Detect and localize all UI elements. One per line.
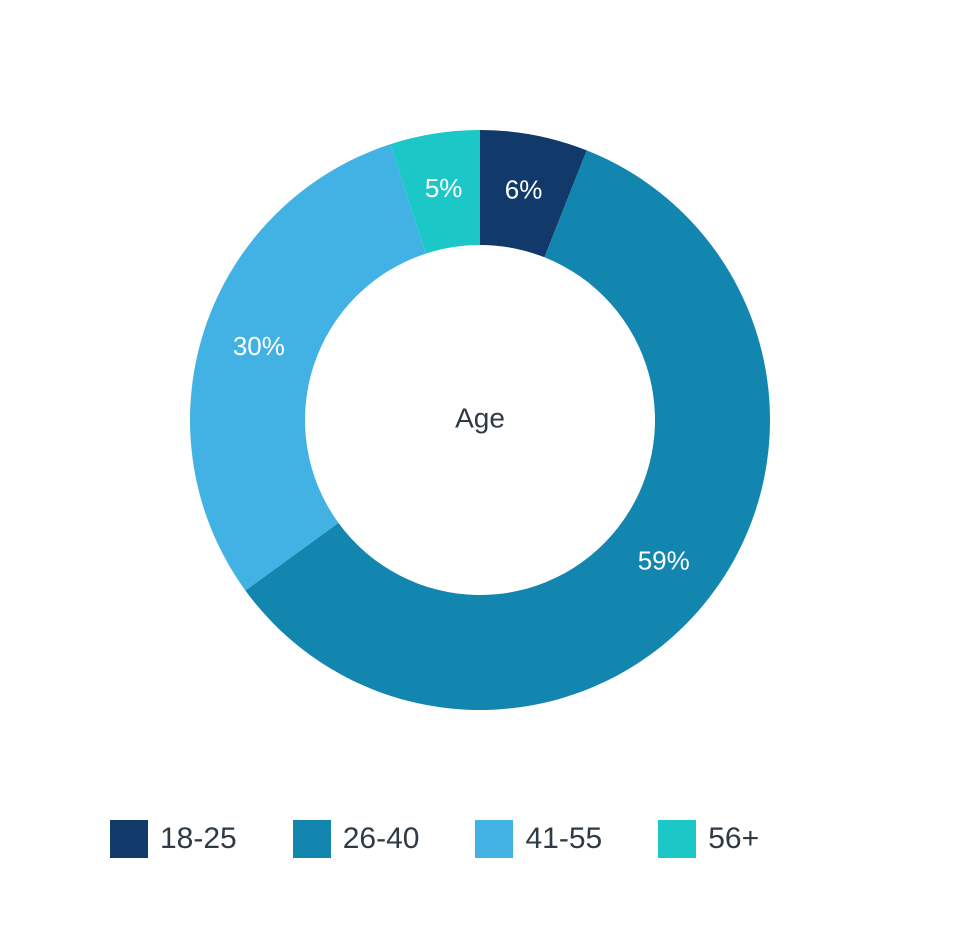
slice-percent-label: 6%	[505, 174, 543, 204]
slice-percent-label: 5%	[425, 173, 463, 203]
slice-percent-label: 30%	[233, 331, 285, 361]
legend-swatch	[475, 820, 513, 858]
donut-chart-area: 6% 59% 30% 5% Age	[0, 0, 968, 820]
chart-container: 6% 59% 30% 5% Age 18-25 26-40 41-55 56+	[0, 0, 968, 942]
legend-label: 26-40	[343, 822, 420, 856]
legend-item: 41-55	[475, 820, 602, 858]
donut-chart: 6% 59% 30% 5% Age	[0, 0, 968, 820]
legend-label: 41-55	[525, 822, 602, 856]
legend-item: 18-25	[110, 820, 237, 858]
legend-swatch	[293, 820, 331, 858]
chart-center-label: Age	[455, 402, 505, 433]
legend-swatch	[110, 820, 148, 858]
legend-label: 56+	[708, 822, 759, 856]
legend-item: 56+	[658, 820, 759, 858]
legend-swatch	[658, 820, 696, 858]
legend: 18-25 26-40 41-55 56+	[110, 820, 759, 858]
donut-slice	[190, 144, 426, 590]
legend-item: 26-40	[293, 820, 420, 858]
legend-label: 18-25	[160, 822, 237, 856]
slice-percent-label: 59%	[638, 545, 690, 575]
